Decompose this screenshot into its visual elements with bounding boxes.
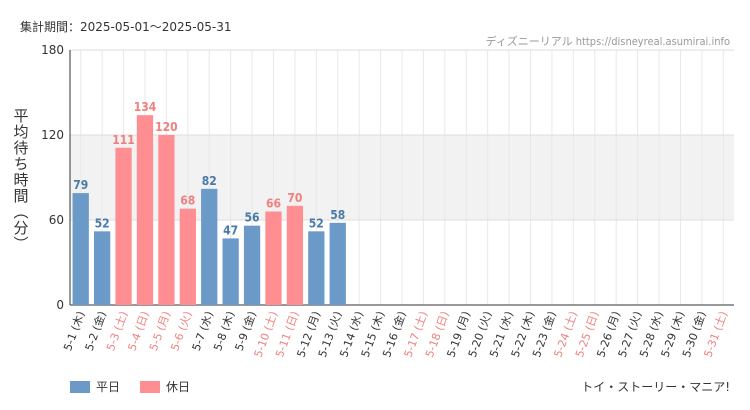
y-tick-label: 180 — [41, 43, 64, 57]
bar-value-label: 68 — [180, 194, 195, 208]
bar — [136, 115, 154, 306]
legend-swatch-weekday — [70, 380, 90, 393]
bar-value-label: 120 — [155, 120, 178, 134]
legend-label-holiday: 休日 — [166, 380, 191, 394]
bar-value-label: 56 — [245, 211, 260, 225]
bar — [93, 231, 111, 305]
bar — [308, 231, 325, 305]
bar — [201, 188, 218, 305]
bar-value-label: 52 — [95, 216, 110, 230]
attraction-name: トイ・ストーリー・マニア! — [581, 380, 730, 394]
y-tick-label: 60 — [49, 213, 64, 227]
bar — [222, 238, 239, 305]
bar-value-label: 79 — [73, 178, 88, 192]
bar — [243, 225, 261, 305]
bar-value-label: 134 — [134, 100, 157, 114]
bar-value-label: 82 — [202, 174, 217, 188]
period-label: 集計期間：2025-05-01〜2025-05-31 — [20, 20, 232, 34]
legend: 平日 休日 — [70, 378, 210, 395]
bar-value-label: 52 — [309, 216, 324, 230]
legend-item-holiday: 休日 — [140, 378, 190, 395]
legend-swatch-holiday — [140, 380, 161, 393]
bar-value-label: 70 — [287, 191, 302, 205]
bar-value-label: 58 — [330, 208, 345, 222]
y-tick-label: 0 — [56, 298, 64, 312]
bar — [179, 208, 196, 305]
bar — [286, 205, 304, 305]
source-label: ディズニーリアル https://disneyreal.asumirai.inf… — [485, 35, 730, 48]
bar — [265, 211, 282, 305]
bar — [158, 135, 175, 305]
y-tick-label: 120 — [41, 128, 64, 142]
bar-value-label: 47 — [223, 223, 238, 237]
bar — [72, 193, 89, 305]
bar — [115, 147, 132, 305]
bar-value-label: 111 — [112, 133, 135, 147]
legend-item-weekday: 平日 — [70, 378, 120, 395]
bar-value-label: 66 — [266, 197, 281, 211]
y-axis-label: 平均待ち時間（分） — [11, 108, 30, 252]
bar — [329, 222, 346, 305]
legend-label-weekday: 平日 — [96, 380, 121, 394]
